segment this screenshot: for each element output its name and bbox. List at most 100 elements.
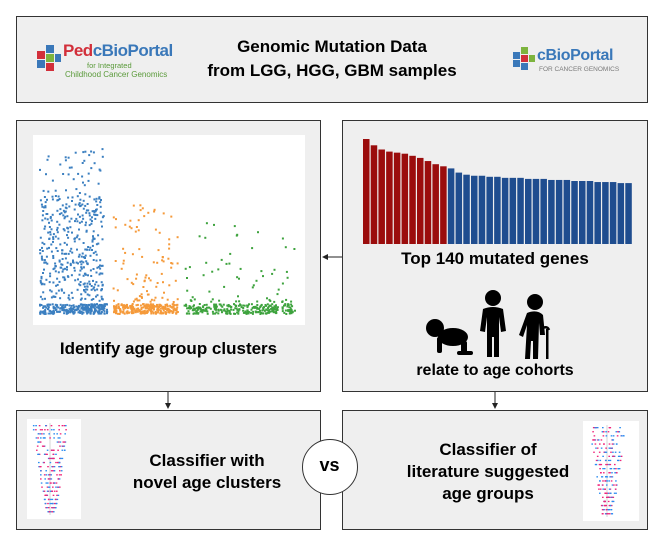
shap-point: [607, 513, 610, 515]
scatter-point: [82, 217, 85, 220]
scatter-point: [198, 303, 201, 305]
scatter-point: [193, 304, 195, 307]
scatter-point: [145, 310, 148, 313]
scatter-point: [207, 306, 210, 309]
scatter-point: [140, 308, 143, 310]
scatter-point: [93, 311, 96, 314]
scatter-point: [225, 312, 228, 315]
scatter-point: [289, 306, 292, 309]
scatter-point: [205, 303, 208, 306]
scatter-point: [202, 305, 205, 308]
scatter-point: [146, 303, 149, 306]
scatter-point: [56, 220, 59, 223]
shap-point: [45, 482, 48, 484]
scatter-point: [87, 179, 90, 182]
scatter-point: [251, 307, 254, 309]
scatter-point: [57, 289, 60, 292]
shap-point: [598, 463, 601, 466]
scatter-point: [94, 283, 97, 286]
shap-point: [602, 496, 604, 498]
scatter-point: [84, 291, 87, 294]
scatter-point: [218, 303, 221, 306]
scatter-point: [48, 221, 50, 224]
shap-point: [59, 486, 61, 488]
shap-point: [609, 427, 612, 429]
shap-point: [55, 482, 58, 484]
scatter-point: [84, 224, 87, 227]
scatter-point: [137, 219, 140, 222]
shap-point: [611, 476, 614, 478]
scatter-point: [187, 310, 190, 313]
gene-bar: [625, 183, 632, 244]
shap-point: [607, 496, 610, 498]
scatter-point: [287, 303, 290, 306]
scatter-point: [72, 178, 75, 181]
scatter-point: [84, 193, 87, 196]
scatter-point: [86, 262, 89, 265]
shap-point: [57, 478, 60, 480]
scatter-point: [212, 312, 215, 315]
scatter-point: [48, 238, 51, 240]
scatter-point: [138, 299, 141, 302]
scatter-point: [97, 182, 100, 185]
scatter-point: [49, 303, 52, 306]
scatter-point: [100, 199, 102, 201]
shap-point: [605, 513, 608, 515]
scatter-point: [90, 288, 93, 291]
scatter-point: [79, 298, 82, 301]
gene-bar: [386, 151, 393, 244]
scatter-point: [90, 167, 93, 170]
scatter-point: [274, 306, 277, 309]
scatter-point: [122, 262, 125, 265]
scatter-point: [73, 237, 76, 240]
scatter-point: [43, 268, 45, 271]
scatter-point: [268, 308, 271, 311]
scatter-point: [52, 240, 54, 243]
scatter-point: [39, 295, 42, 298]
scatter-point: [91, 216, 93, 219]
gene-bar: [370, 145, 378, 244]
scatter-point: [99, 205, 102, 208]
novel-classifier-shap-plot: [27, 419, 81, 519]
scatter-point: [66, 226, 69, 229]
scatter-point: [39, 304, 42, 307]
scatter-point: [262, 275, 264, 278]
scatter-point: [147, 211, 150, 214]
scatter-point: [63, 276, 66, 279]
scatter-point: [83, 256, 86, 259]
scatter-point: [130, 281, 133, 284]
scatter-point: [42, 210, 45, 212]
shap-point: [613, 492, 616, 494]
scatter-point: [267, 305, 270, 308]
shap-point: [612, 451, 614, 453]
shap-point: [607, 431, 610, 433]
scatter-point: [57, 271, 60, 274]
scatter-point: [60, 212, 63, 215]
scatter-point: [77, 203, 80, 206]
scatter-point: [91, 249, 93, 251]
scatter-point: [265, 308, 268, 311]
shap-point: [600, 463, 603, 466]
scatter-point: [89, 311, 92, 314]
shap-point: [56, 498, 59, 501]
scatter-point: [176, 236, 179, 239]
shap-point: [609, 488, 612, 490]
scatter-point: [210, 300, 213, 303]
scatter-point: [237, 312, 240, 315]
scatter-point: [236, 308, 239, 311]
scatter-point: [64, 278, 67, 281]
shap-point: [46, 449, 49, 451]
shap-point: [39, 433, 42, 435]
scatter-point: [68, 220, 71, 223]
scatter-point: [140, 293, 143, 296]
shap-point: [62, 445, 64, 447]
scatter-point: [271, 309, 274, 312]
shap-point: [45, 425, 47, 427]
scatter-point: [84, 305, 87, 308]
shap-point: [37, 433, 40, 435]
scatter-point: [100, 288, 103, 291]
scatter-point: [81, 175, 84, 178]
shap-point: [44, 498, 46, 501]
scatter-point: [166, 305, 169, 308]
scatter-point: [78, 192, 81, 194]
